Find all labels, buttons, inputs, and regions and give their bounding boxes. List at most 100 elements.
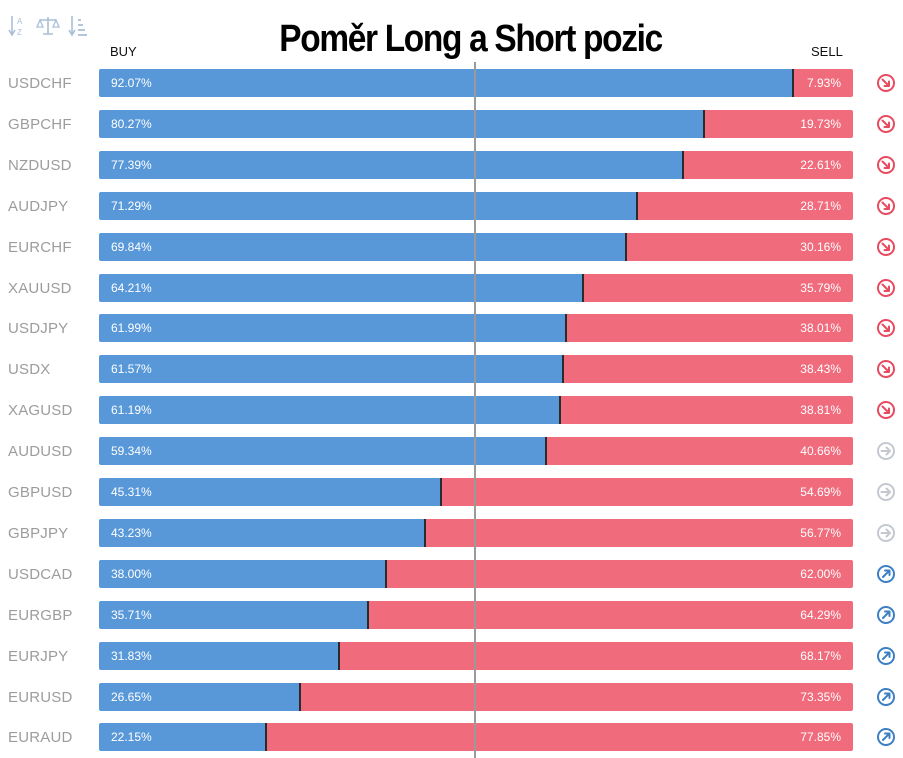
ratio-bar[interactable]: 61.19% 38.81% — [99, 396, 853, 424]
sell-percent-label: 38.43% — [800, 362, 841, 376]
symbol-label: XAUUSD — [8, 280, 72, 297]
trend-down-icon[interactable] — [876, 400, 896, 420]
symbol-label: XAGUSD — [8, 402, 73, 419]
buy-bar-segment — [99, 437, 546, 465]
buy-bar-segment — [99, 233, 626, 261]
trend-up-icon[interactable] — [876, 727, 896, 747]
split-divider — [559, 396, 561, 424]
center-reference-line — [474, 62, 476, 758]
chart-row: GBPJPY 43.23% 56.77% — [0, 519, 903, 547]
buy-percent-label: 26.65% — [111, 690, 152, 704]
split-divider — [625, 233, 627, 261]
sell-bar-segment — [560, 396, 853, 424]
ratio-bar[interactable]: 80.27% 19.73% — [99, 110, 853, 138]
chart-row: EURAUD 22.15% 77.85% — [0, 723, 903, 751]
symbol-label: EURGBP — [8, 607, 73, 624]
buy-percent-label: 59.34% — [111, 444, 152, 458]
ratio-bar[interactable]: 64.21% 35.79% — [99, 274, 853, 302]
ratio-bar[interactable]: 45.31% 54.69% — [99, 478, 853, 506]
chart-row: EURUSD 26.65% 73.35% — [0, 683, 903, 711]
buy-bar-segment — [99, 560, 386, 588]
buy-bar-segment — [99, 151, 683, 179]
buy-bar-segment — [99, 274, 583, 302]
trend-down-icon[interactable] — [876, 318, 896, 338]
symbol-label: NZDUSD — [8, 157, 72, 174]
sell-bar-segment — [266, 723, 853, 751]
split-divider — [562, 355, 564, 383]
sell-header: SELL — [811, 44, 843, 59]
trend-up-icon[interactable] — [876, 687, 896, 707]
chart-row: AUDUSD 59.34% 40.66% — [0, 437, 903, 465]
split-divider — [299, 683, 301, 711]
ratio-bar[interactable]: 61.57% 38.43% — [99, 355, 853, 383]
split-divider — [265, 723, 267, 751]
trend-up-icon[interactable] — [876, 605, 896, 625]
symbol-label: GBPUSD — [8, 484, 73, 501]
trend-down-icon[interactable] — [876, 237, 896, 257]
buy-percent-label: 22.15% — [111, 730, 152, 744]
trend-down-icon[interactable] — [876, 114, 896, 134]
split-divider — [703, 110, 705, 138]
ratio-bar[interactable]: 38.00% 62.00% — [99, 560, 853, 588]
trend-neutral-icon[interactable] — [876, 441, 896, 461]
split-divider — [338, 642, 340, 670]
sell-bar-segment — [566, 314, 853, 342]
chart-row: GBPUSD 45.31% 54.69% — [0, 478, 903, 506]
balance-scale-icon[interactable] — [36, 14, 60, 38]
ratio-bar[interactable]: 92.07% 7.93% — [99, 69, 853, 97]
trend-up-icon[interactable] — [876, 564, 896, 584]
chart-row: USDJPY 61.99% 38.01% — [0, 314, 903, 342]
sort-amount-icon[interactable] — [68, 14, 88, 38]
buy-percent-label: 38.00% — [111, 567, 152, 581]
ratio-bar[interactable]: 22.15% 77.85% — [99, 723, 853, 751]
trend-down-icon[interactable] — [876, 155, 896, 175]
trend-neutral-icon[interactable] — [876, 523, 896, 543]
sell-bar-segment — [637, 192, 853, 220]
ratio-bar[interactable]: 26.65% 73.35% — [99, 683, 853, 711]
buy-bar-segment — [99, 69, 793, 97]
split-divider — [582, 274, 584, 302]
ratio-bar[interactable]: 35.71% 64.29% — [99, 601, 853, 629]
trend-down-icon[interactable] — [876, 73, 896, 93]
trend-down-icon[interactable] — [876, 278, 896, 298]
sort-alpha-icon[interactable]: A Z — [8, 14, 28, 38]
ratio-bar[interactable]: 43.23% 56.77% — [99, 519, 853, 547]
ratio-bar[interactable]: 77.39% 22.61% — [99, 151, 853, 179]
chart-row: USDCHF 92.07% 7.93% — [0, 69, 903, 97]
sell-percent-label: 30.16% — [800, 240, 841, 254]
chart-row: USDX 61.57% 38.43% — [0, 355, 903, 383]
buy-bar-segment — [99, 355, 563, 383]
split-divider — [440, 478, 442, 506]
ratio-bar[interactable]: 69.84% 30.16% — [99, 233, 853, 261]
buy-percent-label: 64.21% — [111, 281, 152, 295]
buy-bar-segment — [99, 683, 300, 711]
split-divider — [636, 192, 638, 220]
buy-bar-segment — [99, 110, 704, 138]
split-divider — [545, 437, 547, 465]
sell-percent-label: 56.77% — [800, 526, 841, 540]
sell-bar-segment — [683, 151, 853, 179]
chart-row: EURJPY 31.83% 68.17% — [0, 642, 903, 670]
trend-down-icon[interactable] — [876, 359, 896, 379]
chart-row: EURGBP 35.71% 64.29% — [0, 601, 903, 629]
symbol-label: USDJPY — [8, 320, 69, 337]
chart-row: NZDUSD 77.39% 22.61% — [0, 151, 903, 179]
trend-neutral-icon[interactable] — [876, 482, 896, 502]
split-divider — [565, 314, 567, 342]
ratio-bar[interactable]: 71.29% 28.71% — [99, 192, 853, 220]
buy-percent-label: 77.39% — [111, 158, 152, 172]
chart-row: XAGUSD 61.19% 38.81% — [0, 396, 903, 424]
sell-percent-label: 38.01% — [800, 321, 841, 335]
chart-title: Poměr Long a Short pozic — [279, 18, 663, 60]
ratio-bar[interactable]: 61.99% 38.01% — [99, 314, 853, 342]
trend-down-icon[interactable] — [876, 196, 896, 216]
trend-up-icon[interactable] — [876, 646, 896, 666]
buy-bar-segment — [99, 478, 441, 506]
symbol-label: USDCHF — [8, 75, 72, 92]
buy-bar-segment — [99, 396, 560, 424]
symbol-label: EURJPY — [8, 648, 69, 665]
sell-bar-segment — [563, 355, 853, 383]
ratio-bar[interactable]: 31.83% 68.17% — [99, 642, 853, 670]
ratio-bar[interactable]: 59.34% 40.66% — [99, 437, 853, 465]
